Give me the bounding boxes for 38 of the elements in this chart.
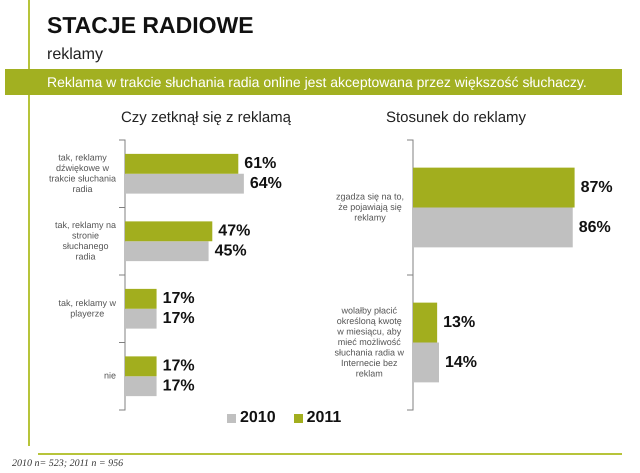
data-label: 61% xyxy=(244,155,276,172)
data-label: 86% xyxy=(578,218,611,236)
data-label: 45% xyxy=(214,242,247,260)
y-tick-label: tak, reklamy w playerze xyxy=(58,298,116,318)
text: reklamy xyxy=(47,46,104,64)
data-label: 47% xyxy=(218,222,250,240)
data-label: 17% xyxy=(162,290,195,308)
chart-title: Czy zetknął się z reklamą xyxy=(120,109,292,126)
y-tick-label: wolałby płacić określoną kwotę w miesiącu, aby mieć możliwość słuchania radia w Internecie bez reklam xyxy=(334,305,404,378)
data-label: 17% xyxy=(162,358,195,375)
bar xyxy=(125,288,157,309)
legend-label: 2011 xyxy=(306,409,342,427)
bar xyxy=(413,168,575,208)
bar xyxy=(125,154,238,174)
data-label: 13% xyxy=(443,314,476,331)
text: STACJE RADIOWE xyxy=(47,12,254,39)
bar xyxy=(125,174,244,194)
bar xyxy=(125,376,157,396)
y-tick-label: zgadza się na to, że pojawiają się reklamy xyxy=(336,191,404,222)
bar xyxy=(125,308,157,329)
bar xyxy=(413,302,438,342)
y-tick-label: nie xyxy=(104,370,116,381)
y-tick-label: tak, reklamy na stronie słuchanego radia xyxy=(54,220,116,262)
banner-bar: Reklama w trakcie słuchania radia online jest akceptowana przez większość słuchaczy. xyxy=(5,69,622,95)
legend-label: 2010 xyxy=(240,409,276,427)
data-label: 17% xyxy=(162,310,195,328)
bar xyxy=(413,208,573,248)
y-tick-label: tak, reklamy dźwiękowe w trakcie słuchania radia xyxy=(48,152,116,194)
data-label: 14% xyxy=(445,354,478,371)
bar xyxy=(125,221,212,242)
data-label: 17% xyxy=(162,378,195,395)
bar xyxy=(125,241,209,262)
data-label: 87% xyxy=(580,178,613,196)
chart-title: Stosunek do reklamy xyxy=(386,109,526,126)
bar xyxy=(413,342,440,382)
bar xyxy=(125,356,157,376)
data-label: 64% xyxy=(250,175,282,192)
text: 2010 n= 523; 2011 n = 956 xyxy=(12,458,124,469)
